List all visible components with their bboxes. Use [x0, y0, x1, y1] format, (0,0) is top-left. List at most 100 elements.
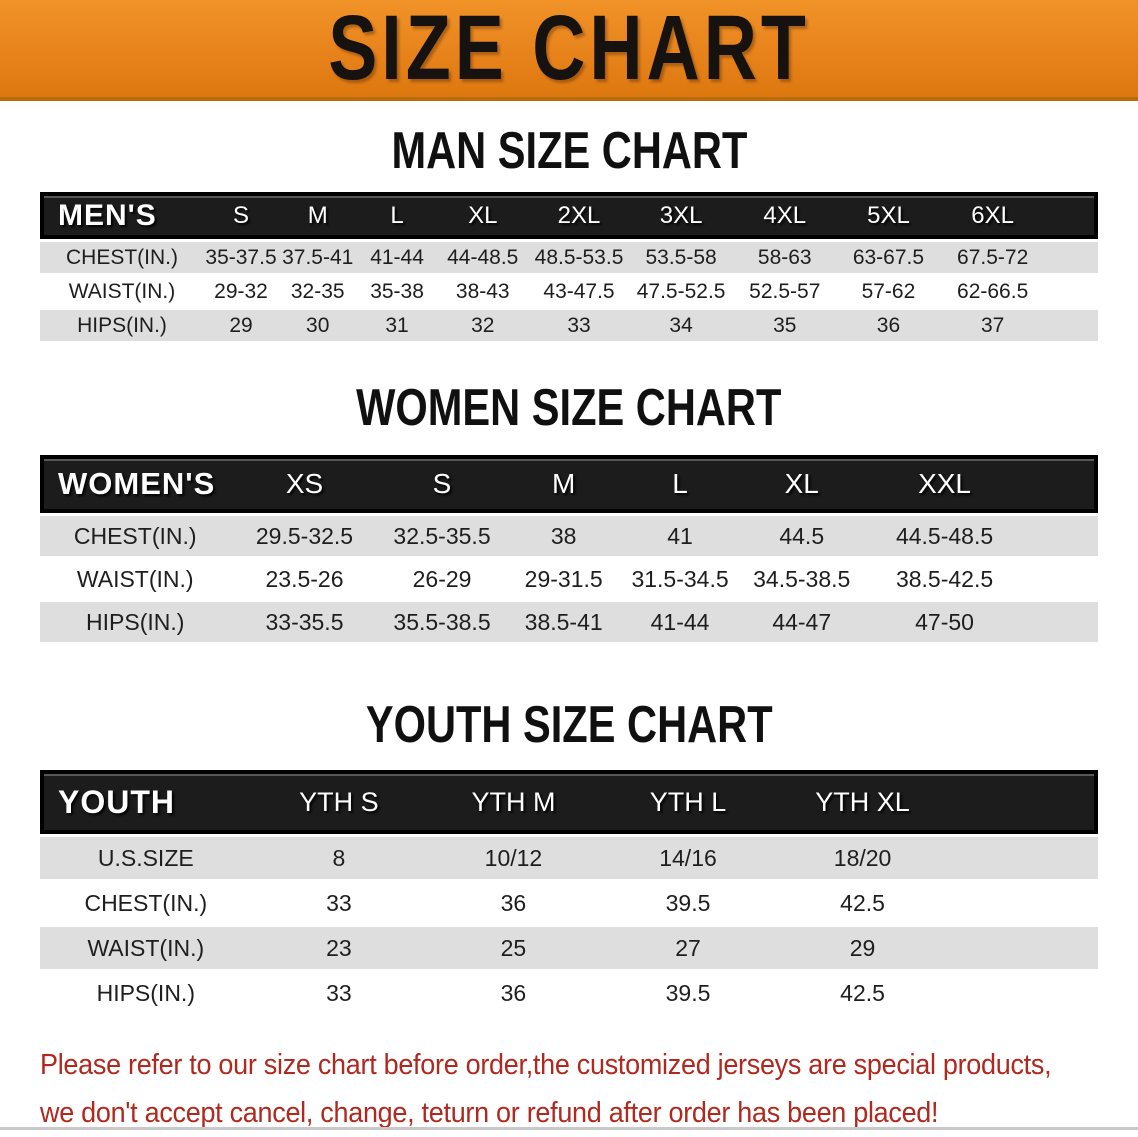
size-header-cell: S: [204, 192, 279, 239]
row-label-cell: WAIST(IN.): [40, 927, 252, 969]
size-chart-banner: SIZE CHART: [0, 0, 1138, 101]
row-label-cell: WAIST(IN.): [40, 559, 231, 599]
size-header-cell: L: [357, 192, 437, 239]
value-cell: 47-50: [865, 602, 1024, 642]
measurement-row: HIPS(IN.) 33-35.5 35.5-38.5 38.5-41 41-44 44-…: [40, 602, 1098, 642]
row-label-cell: HIPS(IN.): [40, 972, 252, 1014]
value-cell: 47.5-52.5: [629, 276, 733, 307]
value-cell: 14/16: [600, 837, 776, 879]
value-cell: 44-48.5: [436, 242, 529, 273]
banner-title: SIZE CHART: [328, 0, 810, 99]
value-cell: 33: [251, 882, 427, 924]
row-label-cell: CHEST(IN.): [40, 516, 231, 556]
youth-section-heading-text: YOUTH SIZE CHART: [365, 696, 773, 754]
value-cell: 62-66.5: [940, 276, 1046, 307]
row-label-cell: WAIST(IN.): [40, 276, 204, 307]
value-cell: 23.5-26: [230, 559, 379, 599]
size-header-row: WOMEN'S XS S M L XL XXL: [40, 455, 1098, 513]
value-cell: 25: [426, 927, 601, 969]
value-cell: 41: [621, 516, 739, 556]
value-cell: 39.5: [600, 972, 776, 1014]
value-cell: 35-38: [357, 276, 437, 307]
measurement-row: WAIST(IN.) 29-32 32-35 35-38 38-43 43-47.5 47.…: [40, 276, 1098, 307]
measurement-row: U.S.SIZE 8 10/12 14/16 18/20: [40, 837, 1098, 879]
value-cell: 41-44: [621, 602, 739, 642]
value-cell: 31.5-34.5: [621, 559, 739, 599]
value-cell: 44.5-48.5: [865, 516, 1024, 556]
youth-section-heading: YOUTH SIZE CHART: [0, 696, 1138, 754]
women-section-heading-text: WOMEN SIZE CHART: [356, 379, 782, 437]
measurement-row: HIPS(IN.) 33 36 39.5 42.5: [40, 972, 1098, 1014]
spacer-cell: [1045, 192, 1098, 239]
size-header-cell: YTH L: [600, 770, 776, 834]
size-header-cell: 6XL: [940, 192, 1046, 239]
value-cell: 42.5: [775, 882, 950, 924]
table-title-cell: YOUTH: [40, 770, 252, 834]
value-cell: 53.5-58: [629, 242, 733, 273]
size-header-cell: XS: [230, 455, 379, 513]
spacer-cell: [949, 770, 1098, 834]
value-cell: 29: [204, 310, 279, 341]
value-cell: 38-43: [436, 276, 529, 307]
size-header-cell: S: [378, 455, 506, 513]
measurement-row: CHEST(IN.) 33 36 39.5 42.5: [40, 882, 1098, 924]
measurement-row: CHEST(IN.) 35-37.5 37.5-41 41-44 44-48.5 48.5…: [40, 242, 1098, 273]
value-cell: 36: [426, 882, 601, 924]
spacer-cell: [1023, 455, 1098, 513]
value-cell: 32: [436, 310, 529, 341]
value-cell: 30: [278, 310, 358, 341]
value-cell: 18/20: [775, 837, 950, 879]
row-label-cell: CHEST(IN.): [40, 242, 204, 273]
value-cell: 67.5-72: [940, 242, 1046, 273]
spacer-cell: [949, 972, 1098, 1014]
value-cell: 38.5-42.5: [865, 559, 1024, 599]
size-header-row: MEN'S S M L XL 2XL 3XL 4XL 5XL 6XL: [40, 192, 1098, 239]
women-section-heading: WOMEN SIZE CHART: [0, 379, 1138, 437]
value-cell: 39.5: [600, 882, 776, 924]
women-size-table: WOMEN'S XS S M L XL XXL CHEST(IN.) 29.5-32.5 32.5…: [40, 452, 1098, 645]
table-title-cell: MEN'S: [40, 192, 204, 239]
spacer-cell: [1045, 242, 1098, 273]
value-cell: 34.5-38.5: [738, 559, 866, 599]
value-cell: 44.5: [738, 516, 866, 556]
value-cell: 57-62: [836, 276, 941, 307]
value-cell: 35-37.5: [204, 242, 279, 273]
row-label-cell: U.S.SIZE: [40, 837, 252, 879]
size-header-cell: M: [278, 192, 358, 239]
value-cell: 31: [357, 310, 437, 341]
size-header-cell: L: [621, 455, 739, 513]
spacer-cell: [1023, 559, 1098, 599]
value-cell: 36: [836, 310, 941, 341]
value-cell: 38.5-41: [505, 602, 622, 642]
value-cell: 27: [600, 927, 776, 969]
measurement-row: CHEST(IN.) 29.5-32.5 32.5-35.5 38 41 44.5 44.5…: [40, 516, 1098, 556]
spacer-cell: [1045, 276, 1098, 307]
value-cell: 38: [505, 516, 622, 556]
value-cell: 36: [426, 972, 601, 1014]
value-cell: 29: [775, 927, 950, 969]
spacer-cell: [949, 927, 1098, 969]
disclaimer-line: Please refer to our size chart before or…: [40, 1049, 1052, 1081]
value-cell: 29.5-32.5: [230, 516, 379, 556]
spacer-cell: [1045, 310, 1098, 341]
size-header-row: YOUTH YTH S YTH M YTH L YTH XL: [40, 770, 1098, 834]
value-cell: 41-44: [357, 242, 437, 273]
value-cell: 8: [251, 837, 427, 879]
spacer-cell: [949, 837, 1098, 879]
value-cell: 29-32: [204, 276, 279, 307]
value-cell: 29-31.5: [505, 559, 622, 599]
size-header-cell: 5XL: [836, 192, 941, 239]
value-cell: 58-63: [732, 242, 837, 273]
value-cell: 42.5: [775, 972, 950, 1014]
size-header-cell: YTH M: [426, 770, 601, 834]
size-header-cell: 3XL: [629, 192, 733, 239]
value-cell: 37: [940, 310, 1046, 341]
measurement-row: WAIST(IN.) 23 25 27 29: [40, 927, 1098, 969]
value-cell: 44-47: [738, 602, 866, 642]
disclaimer-text: Please refer to our size chart before or…: [40, 1041, 1138, 1137]
size-header-cell: YTH S: [251, 770, 427, 834]
row-label-cell: HIPS(IN.): [40, 602, 231, 642]
disclaimer-line: we don't accept cancel, change, teturn o…: [40, 1097, 939, 1129]
size-header-cell: XL: [738, 455, 866, 513]
value-cell: 63-67.5: [836, 242, 941, 273]
